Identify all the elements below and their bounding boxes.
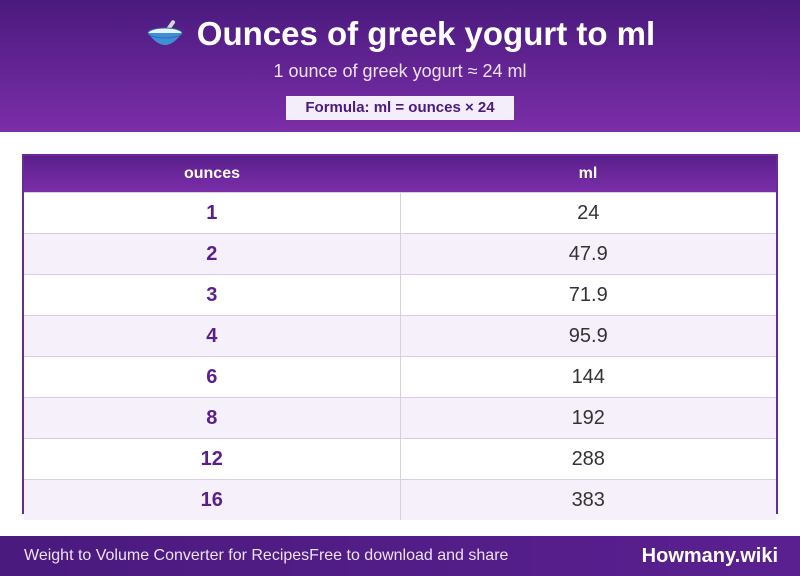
bowl-with-spoon-icon xyxy=(147,20,183,45)
ounces-cell: 6 xyxy=(24,356,401,398)
ml-cell: 47.9 xyxy=(400,233,776,275)
formula-badge: Formula: ml = ounces × 24 xyxy=(286,96,514,120)
footer-tagline: Free to download and share xyxy=(309,547,509,564)
ml-cell: 144 xyxy=(400,356,776,398)
ml-cell: 192 xyxy=(400,397,776,439)
ounces-cell: 1 xyxy=(24,192,401,234)
table-row: 16 383 xyxy=(24,479,776,520)
conversion-table: ounces ml 1 24 2 47.9 3 71.9 4 95.9 6 xyxy=(22,154,778,520)
ounces-cell: 8 xyxy=(24,397,401,439)
table-row: 6 144 xyxy=(24,356,776,398)
ml-cell: 71.9 xyxy=(400,274,776,316)
table-header-row: ounces ml xyxy=(24,156,776,193)
conversion-subtitle: 1 ounce of greek yogurt ≈ 24 ml xyxy=(273,61,527,81)
column-header-ounces: ounces xyxy=(24,156,400,193)
page-title: Ounces of greek yogurt to ml xyxy=(196,15,656,52)
ml-cell: 383 xyxy=(400,479,776,520)
ounces-cell: 3 xyxy=(24,274,401,316)
ounces-cell: 16 xyxy=(24,479,401,520)
table-row: 1 24 xyxy=(24,192,776,234)
footer-bar: Weight to Volume Converter for RecipesFr… xyxy=(0,536,800,576)
column-header-ml: ml xyxy=(400,156,776,193)
ounces-cell: 4 xyxy=(24,315,401,357)
table-row: 2 47.9 xyxy=(24,233,776,275)
ml-cell: 95.9 xyxy=(400,315,776,357)
table-row: 8 192 xyxy=(24,397,776,439)
table-row: 4 95.9 xyxy=(24,315,776,357)
table-row: 12 288 xyxy=(24,438,776,480)
footer-brand-link[interactable]: Howmany.wiki xyxy=(641,545,778,567)
ml-cell: 288 xyxy=(400,438,776,480)
page-title-row: Ounces of greek yogurt to ml xyxy=(0,14,800,54)
header-banner: Ounces of greek yogurt to ml 1 ounce of … xyxy=(0,0,800,132)
ml-cell: 24 xyxy=(400,192,776,234)
table-row: 3 71.9 xyxy=(24,274,776,316)
footer-app-name: Weight to Volume Converter for Recipes xyxy=(24,547,310,564)
ounces-cell: 2 xyxy=(24,233,401,275)
footer-text: Weight to Volume Converter for RecipesFr… xyxy=(24,536,508,576)
ounces-cell: 12 xyxy=(24,438,401,480)
